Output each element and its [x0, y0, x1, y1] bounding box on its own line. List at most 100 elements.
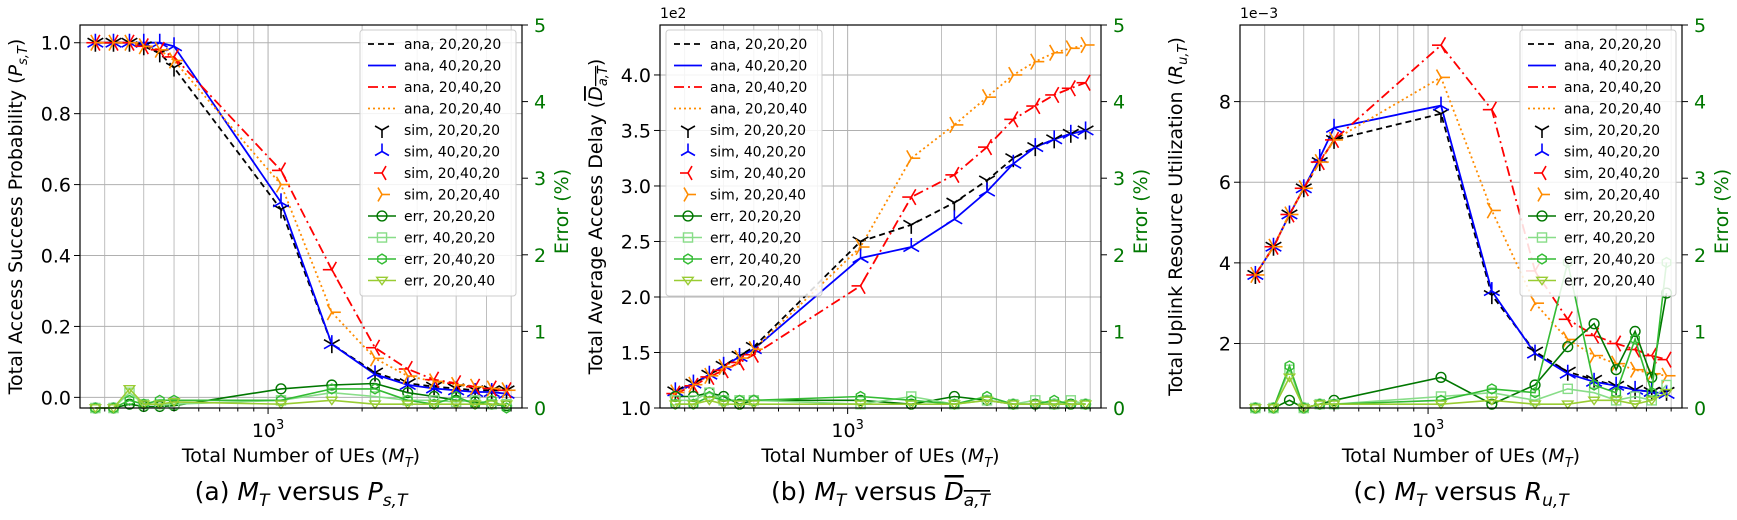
legend-label: sim, 20,20,40	[710, 188, 806, 204]
legend-label: sim, 40,20,20	[710, 145, 806, 161]
data-point	[427, 400, 441, 410]
data-point	[1628, 400, 1642, 410]
data-point	[732, 400, 747, 410]
y2-tick-label: 4	[1694, 92, 1706, 114]
data-point	[167, 398, 181, 408]
x-axis-label: Total Number of UEs (MT)	[1341, 445, 1580, 471]
data-point	[1045, 86, 1060, 104]
data-point	[271, 162, 287, 179]
y2-tick-label: 2	[534, 245, 546, 267]
legend-item: err, 20,20,40	[674, 274, 801, 290]
data-point	[1284, 360, 1295, 372]
legend-item: sim, 20,40,20	[680, 165, 806, 182]
legend-label: sim, 20,40,20	[1564, 166, 1660, 182]
data-point	[1486, 202, 1501, 219]
data-point	[1298, 180, 1313, 197]
panel-a: 0.0 0.2 0.4 0.6 0.8 1.0 0 1 2 3 4 5 103 Total Number …	[5, 15, 573, 511]
legend-item: sim, 40,20,20	[680, 143, 806, 161]
y-tick-label: 2.0	[621, 287, 651, 309]
x-tick-label: 103	[831, 418, 863, 442]
y2-tick-label: 5	[534, 15, 546, 37]
data-point	[1047, 400, 1061, 410]
data-point	[981, 88, 997, 106]
y2-tick-label: 4	[534, 92, 546, 114]
legend: ana, 20,20,20 ana, 40,20,20 ana, 20,40,20 a…	[359, 29, 517, 297]
data-point	[702, 396, 716, 406]
data-point	[168, 52, 184, 69]
legend-item: err, 20,40,20	[1528, 252, 1655, 268]
data-point	[90, 34, 105, 51]
legend-label: err, 40,20,20	[404, 231, 495, 247]
data-point	[370, 383, 380, 395]
data-point	[1280, 206, 1295, 223]
y-tick-label: 3.5	[621, 120, 651, 142]
series-line	[1255, 292, 1668, 409]
data-point	[1030, 53, 1045, 70]
data-point	[369, 350, 385, 367]
data-point	[401, 400, 415, 410]
data-point	[1526, 344, 1544, 359]
data-point	[1432, 96, 1450, 111]
data-point	[978, 138, 993, 156]
series-line	[674, 44, 1086, 394]
data-point	[668, 400, 682, 410]
y-tick-label: 4	[1219, 253, 1231, 275]
series-err-20-20-40	[88, 385, 514, 414]
series-sim-20-40-20	[1246, 36, 1672, 368]
data-point	[165, 62, 183, 77]
data-point	[469, 378, 485, 395]
y-tick-label: 1.0	[41, 33, 71, 55]
data-point	[851, 277, 866, 295]
series-sim-20-20-40	[90, 34, 516, 399]
legend-label: sim, 20,20,40	[1564, 188, 1660, 204]
data-point	[1559, 364, 1576, 379]
data-point	[134, 38, 149, 55]
legend-marker	[374, 165, 387, 181]
legend-box	[359, 29, 517, 297]
data-point	[402, 394, 413, 407]
legend-marker	[1534, 125, 1550, 138]
legend-marker	[374, 125, 390, 138]
data-point	[718, 394, 729, 407]
data-point	[852, 249, 869, 264]
legend-item: ana, 20,20,40	[368, 102, 501, 118]
legend-marker	[683, 187, 696, 202]
data-point	[744, 346, 760, 363]
data-point	[902, 188, 917, 206]
data-point	[276, 394, 286, 407]
data-point	[1028, 400, 1042, 410]
series-err-20-20-40	[668, 396, 1093, 410]
y-tick-label: 8	[1219, 92, 1231, 114]
y2-tick-label: 3	[1113, 168, 1125, 190]
data-point	[1313, 400, 1327, 410]
data-point	[466, 378, 481, 395]
data-point	[1589, 379, 1599, 391]
data-point	[326, 379, 338, 391]
data-point	[1049, 44, 1064, 61]
data-point	[688, 376, 703, 393]
data-point	[153, 400, 167, 410]
data-point	[482, 380, 497, 397]
data-point	[1026, 97, 1041, 115]
series-line	[1255, 262, 1668, 409]
legend-label: ana, 20,40,20	[1564, 80, 1661, 96]
legend-item: err, 20,20,40	[368, 274, 495, 290]
legend-marker	[1536, 232, 1548, 243]
legend-item: sim, 20,20,20	[680, 123, 806, 139]
data-point	[1006, 400, 1020, 410]
legend-label: err, 20,20,40	[1564, 274, 1655, 290]
legend-marker	[1535, 276, 1549, 286]
data-point	[402, 367, 417, 385]
data-point	[326, 383, 337, 395]
data-point	[428, 373, 444, 390]
data-point	[906, 394, 917, 407]
data-point	[747, 400, 761, 410]
legend-label: err, 20,20,20	[1564, 209, 1655, 225]
legend-item: err, 20,40,20	[674, 252, 801, 268]
data-point	[1027, 141, 1044, 157]
data-point	[323, 335, 341, 350]
legend-label: err, 20,20,20	[404, 209, 495, 225]
data-point	[1588, 347, 1604, 364]
legend-label: sim, 20,20,20	[404, 123, 500, 139]
legend-marker	[1536, 210, 1548, 222]
